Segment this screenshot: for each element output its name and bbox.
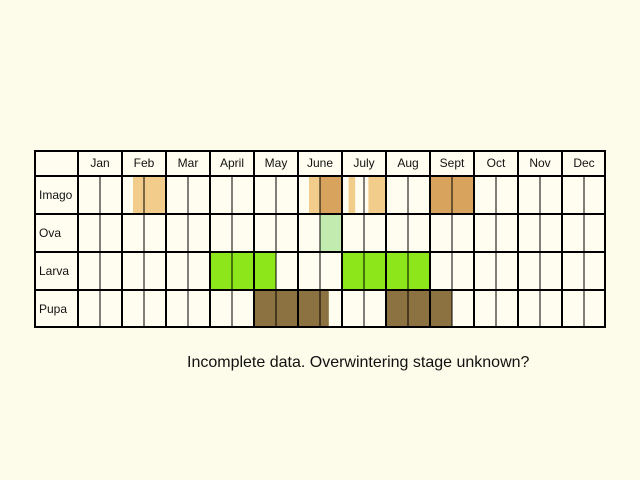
- note-text: Incomplete data. Overwintering stage unk…: [187, 354, 530, 371]
- grid-border: [34, 150, 606, 328]
- phenology-chart: Jan Feb Mar April May June July Aug Sept Oct Nov De…: [34, 150, 606, 328]
- period-imago-0: [133, 176, 144, 214]
- period-pupa-0: [254, 290, 329, 328]
- stage-label: Ova: [39, 226, 61, 240]
- month-label: Mar: [178, 156, 199, 170]
- month-label: July: [353, 156, 374, 170]
- period-ova-0: [320, 214, 342, 252]
- period-imago-2: [309, 176, 320, 214]
- period-larva-0: [210, 252, 276, 290]
- month-label: Sept: [440, 156, 465, 170]
- month-label: Oct: [487, 156, 506, 170]
- stage-label: Larva: [39, 264, 69, 278]
- month-label: Nov: [529, 156, 550, 170]
- period-pupa-1: [386, 290, 452, 328]
- stage-label: Imago: [39, 188, 73, 202]
- month-label: Aug: [397, 156, 418, 170]
- period-imago-3: [320, 176, 342, 214]
- period-imago-5: [368, 176, 386, 214]
- month-label: June: [307, 156, 333, 170]
- month-label: April: [220, 156, 244, 170]
- month-label: Feb: [134, 156, 155, 170]
- month-label: Dec: [573, 156, 594, 170]
- month-label: Jan: [90, 156, 109, 170]
- period-imago-1: [144, 176, 166, 214]
- month-label: May: [265, 156, 288, 170]
- stage-label: Pupa: [39, 302, 67, 316]
- period-imago-4: [348, 176, 356, 214]
